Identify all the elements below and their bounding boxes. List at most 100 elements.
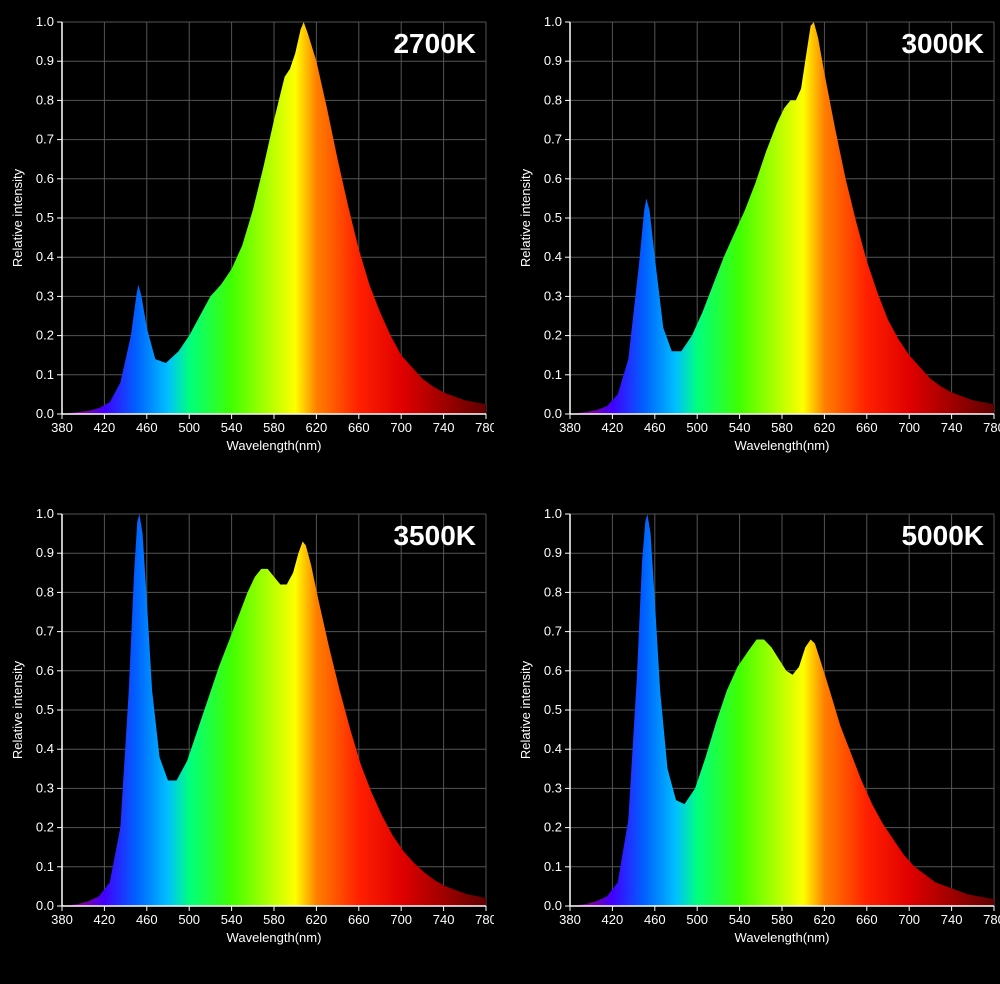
y-tick-label: 0.4 [36,741,54,756]
y-tick-label: 0.9 [36,545,54,560]
x-tick-label: 380 [559,420,581,435]
x-tick-label: 460 [644,420,666,435]
spectrum-chart: 3804204605005405806206607007407800.00.10… [6,502,494,954]
x-tick-label: 620 [306,420,328,435]
x-tick-label: 420 [94,420,116,435]
x-tick-label: 460 [136,912,158,927]
x-tick-label: 540 [221,912,243,927]
y-tick-label: 0.5 [36,702,54,717]
y-tick-label: 0.9 [36,53,54,68]
x-tick-label: 660 [348,420,370,435]
x-tick-label: 740 [433,912,455,927]
x-tick-label: 660 [856,420,878,435]
y-tick-label: 0.3 [36,288,54,303]
spectrum-chart: 3804204605005405806206607007407800.00.10… [514,10,1000,462]
y-tick-label: 0.1 [36,859,54,874]
y-tick-label: 0.0 [36,406,54,421]
x-tick-label: 780 [475,912,494,927]
chart-title: 2700K [376,28,476,60]
y-tick-label: 0.5 [36,210,54,225]
y-tick-label: 0.4 [36,249,54,264]
x-tick-label: 780 [983,912,1000,927]
x-tick-label: 700 [390,912,412,927]
y-tick-label: 0.3 [36,780,54,795]
x-tick-label: 420 [602,420,624,435]
x-tick-label: 620 [306,912,328,927]
x-tick-label: 500 [686,420,708,435]
y-tick-label: 0.9 [544,545,562,560]
x-axis-label: Wavelength(nm) [735,930,830,945]
y-tick-label: 0.7 [544,132,562,147]
y-tick-label: 0.2 [36,820,54,835]
y-tick-label: 0.7 [544,624,562,639]
y-tick-label: 0.9 [544,53,562,68]
y-tick-label: 0.2 [544,328,562,343]
y-tick-label: 0.6 [36,663,54,678]
y-tick-label: 0.6 [36,171,54,186]
y-tick-label: 0.8 [36,92,54,107]
y-tick-label: 1.0 [36,506,54,521]
x-tick-label: 380 [559,912,581,927]
y-tick-label: 0.1 [544,367,562,382]
chart-panel-2700k: 3804204605005405806206607007407800.00.10… [6,10,494,462]
y-tick-label: 0.8 [544,584,562,599]
x-tick-label: 460 [136,420,158,435]
x-tick-label: 780 [983,420,1000,435]
x-tick-label: 700 [390,420,412,435]
y-tick-label: 0.5 [544,210,562,225]
x-tick-label: 740 [941,420,963,435]
spectrum-chart: 3804204605005405806206607007407800.00.10… [514,502,1000,954]
x-tick-label: 700 [898,420,920,435]
x-tick-label: 420 [94,912,116,927]
y-axis-label: Relative intensity [10,660,25,759]
x-axis-label: Wavelength(nm) [227,438,322,453]
y-axis-label: Relative intensity [10,168,25,267]
y-axis-label: Relative intensity [518,660,533,759]
y-tick-label: 0.2 [36,328,54,343]
y-tick-label: 0.0 [544,406,562,421]
x-axis-label: Wavelength(nm) [735,438,830,453]
y-tick-label: 0.3 [544,780,562,795]
chart-title: 3500K [376,520,476,552]
y-tick-label: 1.0 [544,506,562,521]
y-tick-label: 0.7 [36,132,54,147]
x-tick-label: 580 [771,912,793,927]
x-tick-label: 740 [941,912,963,927]
x-tick-label: 460 [644,912,666,927]
chart-panel-3500k: 3804204605005405806206607007407800.00.10… [6,502,494,954]
x-tick-label: 580 [771,420,793,435]
chart-title: 3000K [884,28,984,60]
x-tick-label: 540 [729,912,751,927]
x-tick-label: 780 [475,420,494,435]
chart-panel-5000k: 3804204605005405806206607007407800.00.10… [514,502,1000,954]
y-tick-label: 0.8 [36,584,54,599]
chart-grid: 380 420 460 500 540 580 620 660 700 740 780 0.0 0.1 0… [0,0,1000,984]
y-tick-label: 1.0 [544,14,562,29]
y-tick-label: 0.0 [36,898,54,913]
x-tick-label: 700 [898,912,920,927]
y-tick-label: 0.2 [544,820,562,835]
x-axis-label: Wavelength(nm) [227,930,322,945]
y-tick-label: 0.6 [544,663,562,678]
y-tick-label: 0.5 [544,702,562,717]
x-tick-label: 580 [263,912,285,927]
x-tick-label: 580 [263,420,285,435]
y-tick-label: 0.7 [36,624,54,639]
x-tick-label: 500 [686,912,708,927]
x-tick-label: 420 [602,912,624,927]
x-tick-label: 380 [51,912,73,927]
y-tick-label: 0.3 [544,288,562,303]
y-tick-label: 0.6 [544,171,562,186]
y-tick-label: 0.4 [544,741,562,756]
spectrum-chart: 3804204605005405806206607007407800.00.10… [6,10,494,462]
y-axis-label: Relative intensity [518,168,533,267]
x-tick-label: 380 [51,420,73,435]
chart-panel-3000k: 3804204605005405806206607007407800.00.10… [514,10,1000,462]
chart-title: 5000K [884,520,984,552]
x-tick-label: 660 [348,912,370,927]
x-tick-label: 620 [814,912,836,927]
x-tick-label: 660 [856,912,878,927]
x-tick-label: 500 [178,420,200,435]
x-tick-label: 540 [729,420,751,435]
x-tick-label: 740 [433,420,455,435]
